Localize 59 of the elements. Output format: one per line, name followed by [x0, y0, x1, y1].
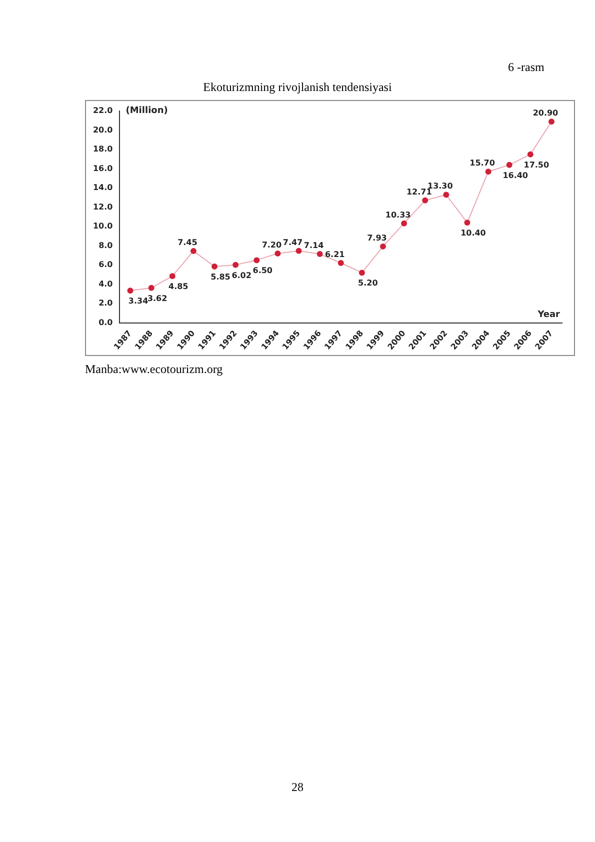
y-tick-label: 2.0 — [98, 298, 114, 308]
data-label: 20.90 — [532, 108, 559, 118]
data-label: 16.40 — [502, 170, 528, 180]
point — [443, 192, 450, 198]
data-label: 7.93 — [367, 233, 387, 242]
point — [506, 162, 512, 168]
point — [274, 250, 281, 256]
point — [190, 248, 196, 254]
text: 6 -rasm — [508, 60, 544, 75]
data-label: 6.02 — [232, 270, 252, 280]
data-label: 6.21 — [324, 250, 346, 259]
data-label: 17.50 — [524, 160, 550, 170]
data-label: 6.50 — [252, 266, 273, 276]
text: Manba:www.ecotourizm.org — [85, 362, 223, 377]
data-label: 10.40 — [460, 228, 486, 238]
data-label: 5.20 — [358, 278, 378, 288]
point — [380, 243, 386, 250]
point — [316, 251, 323, 258]
data-label: 5.85 — [210, 272, 231, 282]
y-tick-label: 10.0 — [92, 222, 114, 231]
data-label: 15.70 — [470, 158, 496, 168]
text: 28 — [290, 780, 304, 795]
y-tick-label: 12.0 — [92, 202, 114, 212]
data-label: 7.47 — [282, 238, 303, 247]
y-tick-label: 6.0 — [98, 260, 114, 270]
x-axis-title: Year — [536, 310, 561, 320]
point — [296, 248, 302, 254]
data-label: 12.71 — [406, 187, 432, 196]
data-label: 10.33 — [385, 210, 411, 220]
point — [527, 151, 534, 158]
y-tick-label: 8.0 — [98, 240, 114, 250]
point — [338, 260, 344, 266]
y-tick-label: 4.0 — [98, 279, 114, 288]
y-tick-label: 14.0 — [92, 183, 114, 192]
point — [148, 284, 154, 291]
y-tick-label: 22.0 — [92, 106, 114, 116]
y-tick-label: 0.0 — [98, 318, 114, 327]
point — [464, 220, 470, 226]
data-label: 3.34 — [128, 296, 149, 306]
chart-title: Ekoturizmning rivojlanish tendensiyasi — [202, 80, 393, 95]
point — [422, 197, 428, 204]
data-label: 7.20 — [262, 240, 282, 250]
point — [232, 262, 239, 268]
point — [548, 118, 554, 125]
point — [169, 273, 176, 280]
data-label: 7.45 — [178, 238, 198, 248]
y-axis-title: (Million) — [126, 106, 168, 116]
point — [358, 270, 365, 276]
data-label: 7.14 — [304, 241, 324, 250]
point — [485, 168, 492, 175]
data-label: 3.62 — [147, 294, 168, 303]
y-tick-label: 20.0 — [92, 125, 114, 134]
data-label: 4.85 — [168, 282, 189, 292]
point — [254, 257, 260, 264]
point — [401, 220, 408, 226]
y-tick-label: 18.0 — [92, 144, 114, 154]
y-tick-label: 16.0 — [92, 164, 114, 173]
point — [212, 263, 218, 270]
point — [127, 288, 134, 294]
